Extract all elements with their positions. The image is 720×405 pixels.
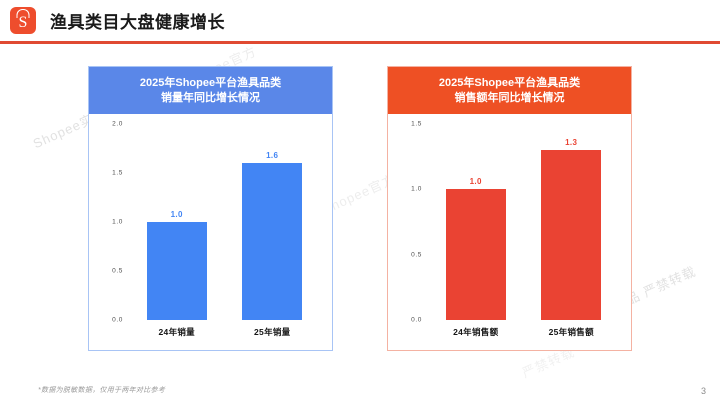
- bar[interactable]: [445, 189, 506, 320]
- bar-value-label: 1.0: [469, 177, 482, 187]
- logo-letter: S: [18, 13, 28, 31]
- y-tick: 1.5: [411, 120, 422, 128]
- sales-volume-card: 2025年Shopee平台渔具品类 销量年同比增长情况 2.0 1.5 1.0 …: [88, 66, 333, 351]
- gmv-plot: 1.5 1.0 0.5 0.0 1.0 1.3 24年销售额 25年销售额: [394, 120, 623, 346]
- y-tick: 2.0: [112, 120, 123, 128]
- bar-column: 1.3: [541, 124, 602, 320]
- bar-column: 1.0: [146, 124, 207, 320]
- x-axis-labels: 24年销售额 25年销售额: [428, 322, 619, 342]
- sales-volume-plot: 2.0 1.5 1.0 0.5 0.0 1.0 1.6 24年销量 25年销量: [95, 120, 324, 346]
- x-label: 24年销售额: [453, 327, 499, 337]
- y-tick: 1.5: [112, 169, 123, 177]
- y-tick: 0.5: [112, 267, 123, 275]
- bar-group: 1.0 1.6: [129, 124, 320, 320]
- y-axis: 1.5 1.0 0.5 0.0: [394, 120, 426, 324]
- y-tick: 1.0: [112, 218, 123, 226]
- bar-value-label: 1.6: [266, 151, 279, 161]
- card-header-line2: 销售额年同比增长情况: [454, 92, 565, 104]
- card-header-line1: 2025年Shopee平台渔具品类: [438, 77, 581, 89]
- page-number: 3: [700, 386, 706, 396]
- x-axis-labels: 24年销量 25年销量: [129, 322, 320, 342]
- y-axis: 2.0 1.5 1.0 0.5 0.0: [95, 120, 127, 324]
- bar-value-label: 1.0: [170, 210, 183, 219]
- page-title: 渔具类目大盘健康增长: [50, 12, 225, 32]
- bar[interactable]: [146, 222, 207, 320]
- bar-value-label: 1.3: [565, 138, 578, 148]
- bar[interactable]: [541, 150, 602, 320]
- y-tick: 1.0: [411, 185, 422, 193]
- gmv-card: 2025年Shopee平台渔具品类 销售额年同比增长情况 1.5 1.0 0.5…: [387, 66, 632, 351]
- x-label: 25年销售额: [548, 327, 594, 337]
- slide-header: S 渔具类目大盘健康增长: [0, 0, 720, 40]
- y-tick: 0.5: [411, 251, 422, 259]
- bar[interactable]: [242, 163, 303, 320]
- bar-column: 1.0: [445, 124, 506, 320]
- header-divider: [0, 41, 720, 44]
- bag-handle-shape: [16, 9, 30, 18]
- card-header-line1: 2025年Shopee平台渔具品类: [139, 77, 282, 89]
- gmv-card-header: 2025年Shopee平台渔具品类 销售额年同比增长情况: [388, 67, 631, 114]
- shopee-bag-icon: S: [10, 6, 36, 34]
- footnote: *数据为脱敏数据，仅用于两年对比参考: [38, 387, 166, 394]
- y-tick: 0.0: [112, 316, 123, 324]
- charts-container: 2025年Shopee平台渔具品类 销量年同比增长情况 2.0 1.5 1.0 …: [0, 66, 720, 351]
- bar-group: 1.0 1.3: [428, 124, 619, 320]
- x-label: 24年销量: [158, 327, 195, 337]
- card-header-line2: 销量年同比增长情况: [161, 92, 260, 104]
- bar-column: 1.6: [242, 124, 303, 320]
- y-tick: 0.0: [411, 316, 422, 324]
- x-label: 25年销量: [254, 327, 291, 337]
- sales-volume-card-header: 2025年Shopee平台渔具品类 销量年同比增长情况: [89, 67, 332, 114]
